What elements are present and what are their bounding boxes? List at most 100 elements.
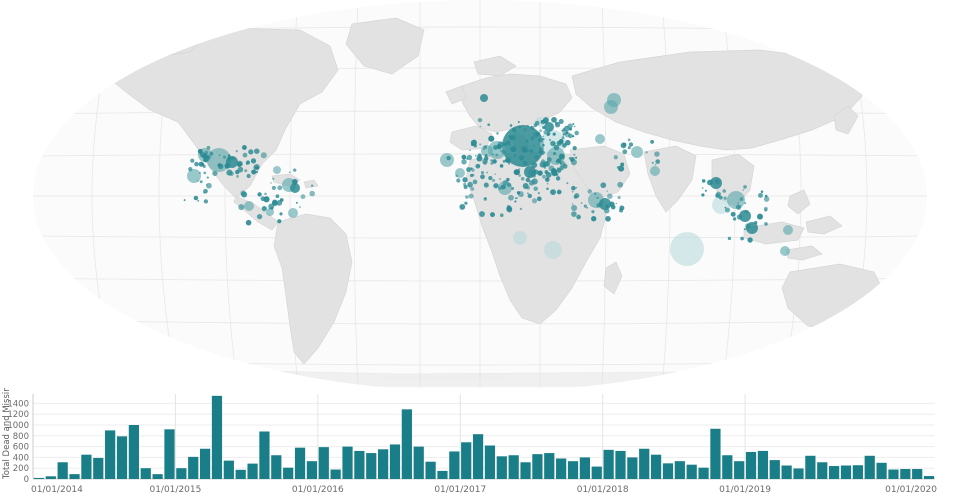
map-incident-point[interactable]	[655, 159, 661, 164]
map-incident-point[interactable]	[553, 151, 557, 156]
map-incident-point[interactable]	[514, 200, 517, 203]
map-incident-point[interactable]	[499, 178, 501, 180]
map-bubble[interactable]	[290, 183, 300, 193]
map-incident-point[interactable]	[613, 155, 618, 160]
map-incident-point[interactable]	[206, 145, 211, 150]
map-incident-point[interactable]	[760, 190, 764, 193]
map-incident-point[interactable]	[519, 207, 523, 211]
chart-bar[interactable]	[199, 448, 211, 479]
map-bubble[interactable]	[599, 198, 611, 210]
map-incident-point[interactable]	[544, 170, 549, 174]
map-incident-point[interactable]	[571, 191, 574, 193]
map-bubble[interactable]	[650, 166, 660, 176]
chart-bar[interactable]	[472, 434, 484, 479]
map-incident-point[interactable]	[231, 156, 236, 161]
chart-bar[interactable]	[235, 469, 246, 479]
chart-bars[interactable]	[33, 395, 935, 479]
chart-bar[interactable]	[615, 450, 626, 479]
chart-bar[interactable]	[425, 461, 436, 479]
map-incident-point[interactable]	[502, 159, 506, 163]
map-incident-point[interactable]	[483, 182, 489, 188]
map-incident-point[interactable]	[498, 186, 502, 190]
map-incident-point[interactable]	[279, 212, 283, 216]
map-incident-point[interactable]	[248, 149, 254, 155]
map-incident-point[interactable]	[596, 196, 599, 199]
map-incident-point[interactable]	[245, 219, 252, 226]
map-bubble[interactable]	[187, 169, 201, 183]
map-incident-point[interactable]	[461, 154, 467, 160]
chart-bar[interactable]	[639, 448, 650, 479]
map-incident-point[interactable]	[493, 183, 499, 189]
chart-bar[interactable]	[105, 430, 116, 479]
map-incident-point[interactable]	[743, 228, 746, 231]
chart-bar[interactable]	[532, 454, 543, 479]
map-incident-point[interactable]	[528, 169, 535, 176]
chart-bar[interactable]	[662, 463, 674, 479]
map-incident-point[interactable]	[477, 117, 483, 123]
map-incident-point[interactable]	[606, 190, 608, 192]
map-incident-point[interactable]	[508, 135, 512, 139]
map-incident-point[interactable]	[484, 154, 488, 157]
map-incident-point[interactable]	[501, 149, 506, 155]
map-incident-point[interactable]	[194, 161, 199, 167]
map-incident-point[interactable]	[591, 216, 597, 222]
map-incident-point[interactable]	[541, 159, 546, 164]
chart-bar[interactable]	[520, 462, 531, 479]
map-incident-point[interactable]	[551, 116, 557, 123]
map-incident-point[interactable]	[527, 192, 529, 194]
map-incident-point[interactable]	[289, 171, 291, 173]
chart-bar[interactable]	[69, 474, 80, 479]
map-incident-point[interactable]	[480, 174, 485, 180]
chart-bar[interactable]	[413, 446, 424, 479]
map-incident-point[interactable]	[503, 142, 507, 147]
map-incident-point[interactable]	[732, 217, 737, 221]
chart-bar[interactable]	[496, 456, 507, 479]
map-incident-point[interactable]	[525, 139, 529, 143]
map-incident-point[interactable]	[511, 187, 515, 190]
chart-bar[interactable]	[283, 467, 294, 479]
map-incident-point[interactable]	[571, 204, 578, 212]
map-incident-point[interactable]	[446, 155, 451, 161]
map-incident-point[interactable]	[526, 125, 529, 127]
map-incident-point[interactable]	[574, 193, 580, 199]
chart-bar[interactable]	[33, 477, 45, 479]
map-incident-point[interactable]	[465, 195, 469, 199]
map-bubble[interactable]	[480, 94, 488, 102]
map-incident-point[interactable]	[487, 123, 491, 127]
map-incident-point[interactable]	[470, 186, 475, 191]
chart-bar[interactable]	[259, 431, 270, 479]
map-incident-point[interactable]	[558, 118, 564, 125]
map-incident-point[interactable]	[546, 182, 549, 185]
map-incident-point[interactable]	[701, 193, 705, 197]
map-incident-point[interactable]	[496, 132, 499, 135]
map-incident-point[interactable]	[555, 176, 561, 181]
map-incident-point[interactable]	[206, 176, 209, 179]
map-incident-point[interactable]	[532, 173, 537, 178]
map-incident-point[interactable]	[628, 142, 634, 147]
map-bubble[interactable]	[288, 208, 298, 218]
map-incident-point[interactable]	[618, 165, 625, 172]
map-incident-point[interactable]	[511, 127, 517, 133]
chart-bar[interactable]	[817, 462, 828, 479]
map-incident-point[interactable]	[543, 166, 547, 169]
chart-bar[interactable]	[793, 468, 804, 479]
map-incident-point[interactable]	[533, 169, 539, 175]
chart-bar[interactable]	[389, 444, 401, 479]
chart-bar[interactable]	[567, 461, 579, 479]
chart-bar[interactable]	[330, 469, 341, 479]
map-incident-point[interactable]	[736, 214, 743, 220]
map-incident-point[interactable]	[533, 186, 538, 191]
map-incident-point[interactable]	[224, 163, 231, 169]
world-map-svg[interactable]	[0, 0, 960, 388]
map-incident-point[interactable]	[203, 188, 208, 194]
chart-bar[interactable]	[650, 454, 662, 479]
map-incident-point[interactable]	[479, 125, 482, 128]
map-incident-point[interactable]	[310, 184, 314, 187]
map-incident-point[interactable]	[580, 202, 583, 205]
chart-bar[interactable]	[188, 456, 199, 479]
chart-bar[interactable]	[116, 436, 128, 479]
map-incident-point[interactable]	[654, 151, 660, 157]
map-incident-point[interactable]	[477, 164, 480, 167]
map-incident-point[interactable]	[535, 131, 541, 136]
map-incident-point[interactable]	[505, 157, 511, 164]
